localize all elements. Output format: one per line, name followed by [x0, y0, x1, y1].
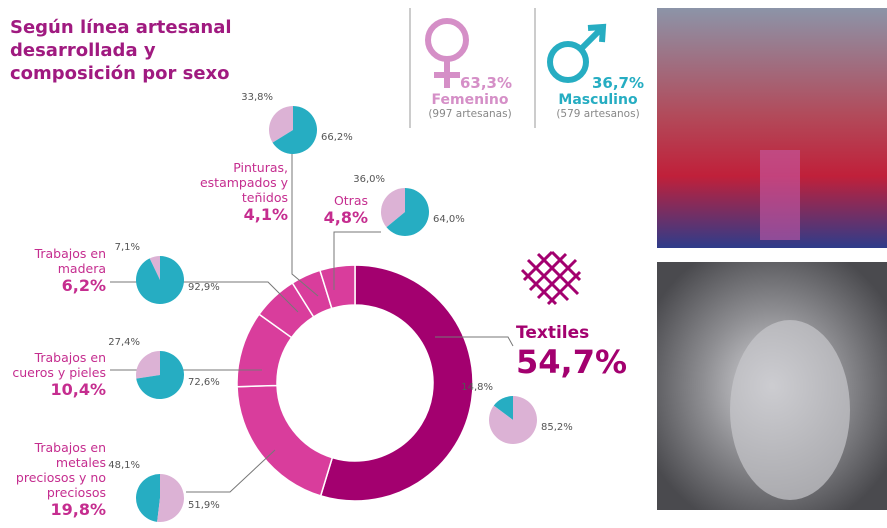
- pie-value-label: 48,1%: [108, 460, 140, 471]
- pie-slice: [136, 256, 184, 304]
- legend-female: 63,3% Femenino (997 artesanas): [420, 74, 520, 120]
- total-label: 36,7%: [591, 74, 645, 92]
- pie-slice: [136, 351, 184, 400]
- pie-value-label: 64,0%: [433, 214, 465, 225]
- count-label: (997 artesanas): [428, 108, 512, 120]
- category-name: Textiles: [516, 323, 590, 343]
- pie-slice: [136, 351, 160, 379]
- category-value: 4,8%: [323, 208, 368, 227]
- leader-line: [435, 336, 514, 347]
- total-label: 63,3%: [459, 74, 513, 92]
- pie-slice: [136, 474, 160, 522]
- category-label: Trabajos en madera 6,2%: [16, 246, 106, 296]
- donut-slice: [319, 264, 474, 502]
- category-name: Otras: [333, 193, 368, 208]
- pie-value-label: 66,2%: [321, 132, 353, 143]
- male-symbol: [547, 23, 607, 83]
- leader-line: [186, 449, 276, 493]
- category-value: 10,4%: [50, 380, 106, 399]
- chart-title: Según línea artesanal desarrollada y com…: [10, 17, 232, 84]
- donut-slice: [319, 264, 356, 310]
- pie-value-label: 36,0%: [353, 174, 385, 185]
- category-label: Pinturas, estampados y teñidos 4,1%: [198, 160, 288, 225]
- category-label: Trabajos en cueros y pieles 10,4%: [6, 350, 106, 400]
- legend-name: Masculino: [558, 92, 638, 108]
- category-value: 19,8%: [50, 500, 106, 519]
- donut-slice: [236, 384, 334, 497]
- pie-slice: [149, 256, 160, 280]
- category-name: Trabajos en metales preciosos y no preci…: [15, 440, 106, 500]
- pie-slice: [272, 106, 318, 155]
- pie-slice: [493, 396, 513, 420]
- pie-slice: [381, 188, 405, 228]
- leader-line: [333, 231, 381, 290]
- pie-value-label: 27,4%: [108, 337, 140, 348]
- photo-detail: [760, 150, 800, 240]
- category-value: 6,2%: [61, 276, 106, 295]
- category-name: Trabajos en cueros y pieles: [12, 350, 106, 380]
- category-label: Trabajos en metales preciosos y no preci…: [6, 440, 106, 520]
- category-label: Otras 4,8%: [308, 193, 368, 228]
- pie-value-label: 85,2%: [541, 422, 573, 433]
- pie-slice: [157, 474, 185, 522]
- legend-male: 36,7% Masculino (579 artesanos): [548, 74, 648, 120]
- pie-value-label: 92,9%: [188, 282, 220, 293]
- pie-value-label: 72,6%: [188, 377, 220, 388]
- category-value: 4,1%: [243, 205, 288, 224]
- category-value: 54,7%: [516, 343, 628, 381]
- pie-value-label: 7,1%: [115, 242, 140, 253]
- count-label: (579 artesanos): [556, 108, 640, 120]
- pie-slice: [489, 396, 538, 445]
- pie-value-label: 51,9%: [188, 500, 220, 511]
- female-symbol: [425, 18, 469, 88]
- category-name: Trabajos en madera: [34, 246, 106, 276]
- category-name: Pinturas, estampados y teñidos: [199, 160, 288, 205]
- legend-name: Femenino: [431, 92, 509, 108]
- photo-detail: [730, 320, 850, 500]
- leader-line: [291, 150, 319, 297]
- textiles-icon: [520, 250, 582, 306]
- pie-value-label: 14,8%: [461, 382, 493, 393]
- category-label: Textiles 54,7%: [516, 322, 627, 380]
- pie-value-label: 33,8%: [241, 92, 273, 103]
- pie-slice: [269, 106, 293, 143]
- pie-slice: [386, 188, 430, 236]
